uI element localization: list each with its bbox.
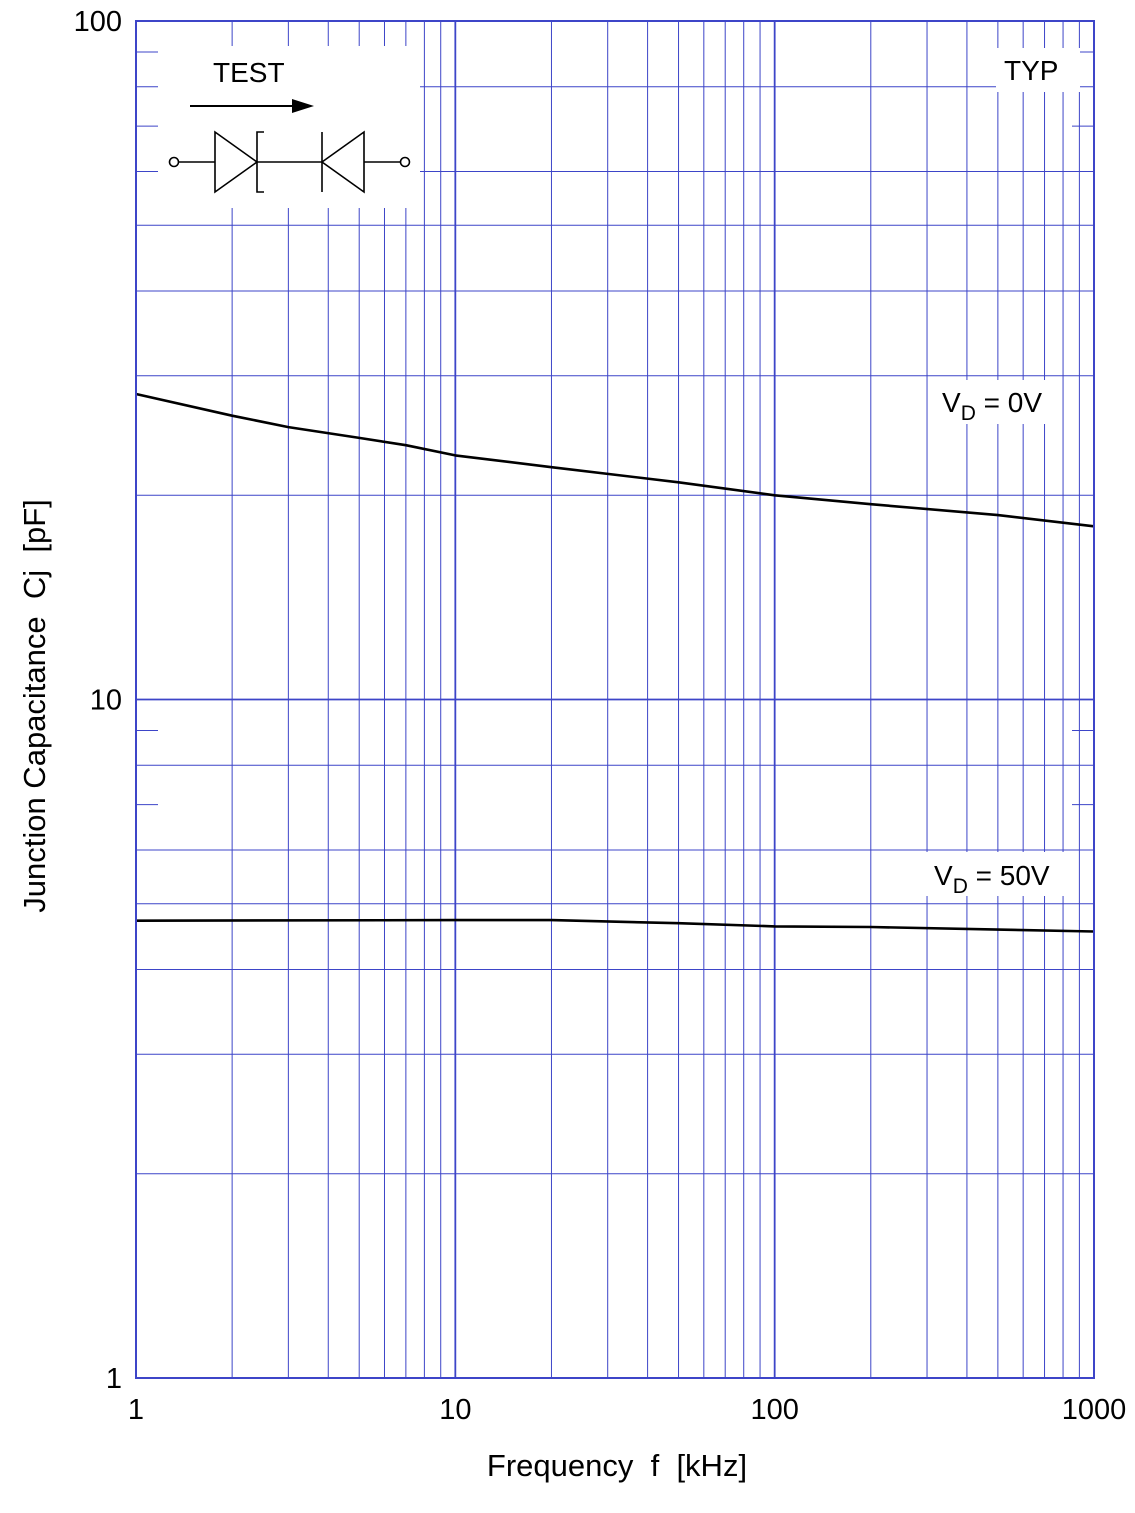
diode-pair-symbol	[168, 130, 411, 194]
y-axis-title: Junction Capacitance Cj [pF]	[17, 499, 52, 913]
tick-labels: 1 10 100 1000 1 10 100	[74, 6, 1127, 1426]
typ-label: TYP	[1004, 55, 1058, 86]
series-1-label-background	[926, 852, 1074, 896]
typ-label-background	[996, 48, 1080, 92]
curves	[135, 392, 1095, 933]
test-circuit-inset: TEST	[158, 46, 420, 208]
series-line-0	[135, 392, 1095, 528]
x-tick-label: 10	[439, 1394, 471, 1426]
grid	[135, 21, 1094, 1378]
diode-left-triangle	[214, 130, 259, 194]
terminal-right	[399, 156, 411, 168]
x-tick-label: 100	[750, 1394, 798, 1426]
test-arrow-head	[292, 99, 314, 113]
y-right-minor-ticks	[136, 51, 1094, 806]
plot-frame	[135, 20, 1095, 1379]
series-0-label: VD = 0V	[942, 387, 1042, 425]
x-tick-label: 1000	[1062, 1394, 1127, 1426]
inset-background	[158, 46, 420, 208]
test-label: TEST	[213, 57, 285, 88]
y-tick-label: 1	[106, 1363, 122, 1395]
y-tick-label: 100	[74, 6, 122, 38]
x-axis-title: Frequency f [kHz]	[487, 1448, 747, 1483]
series-1-label: VD = 50V	[934, 860, 1050, 898]
series-0-label-background	[934, 380, 1062, 424]
terminal-left	[168, 156, 180, 168]
series-line-1	[135, 918, 1095, 933]
x-tick-label: 1	[128, 1394, 144, 1426]
y-tick-label: 10	[90, 685, 122, 717]
